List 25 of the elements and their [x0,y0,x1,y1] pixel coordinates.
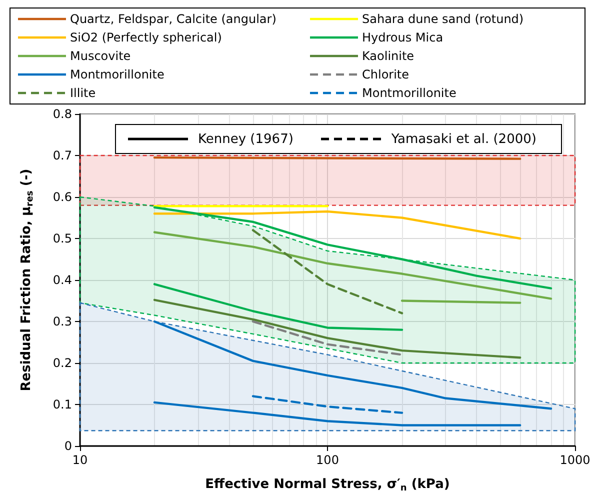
y-tick-label: 0.5 [52,232,72,246]
x-tick-label: 10 [72,453,88,467]
y-tick-label: 0.1 [52,398,72,412]
y-tick-label: 0.6 [52,190,72,204]
y-tick-label: 0.7 [52,148,72,162]
y-tick-label: 0.4 [52,273,72,287]
legend-label: Montmorillonite [362,86,456,100]
y-tick-label: 0.8 [52,107,72,121]
legend-label: Muscovite [70,49,131,63]
legend-label: Chlorite [362,68,410,82]
legend-label: Kaolinite [362,49,414,63]
legend-label: Hydrous Mica [362,30,444,44]
x-tick-label: 1000 [560,453,590,467]
legend-label: Montmorillonite [70,68,164,82]
legend-label: SiO2 (Perfectly spherical) [70,30,222,44]
legend-label: Kenney (1967) [198,132,294,146]
legend-label: Illite [70,86,96,100]
legend-label: Quartz, Feldspar, Calcite (angular) [70,12,276,26]
y-axis-title: Residual Friction Ratio, μres (-) [19,168,36,392]
y-tick-label: 0.2 [52,356,72,370]
y-tick-label: 0 [64,439,72,453]
y-tick-label: 0.3 [52,314,72,328]
legend-label: Sahara dune sand (rotund) [362,12,524,26]
legend-label: Yamasaki et al. (2000) [391,132,536,146]
x-tick-label: 100 [316,453,339,467]
